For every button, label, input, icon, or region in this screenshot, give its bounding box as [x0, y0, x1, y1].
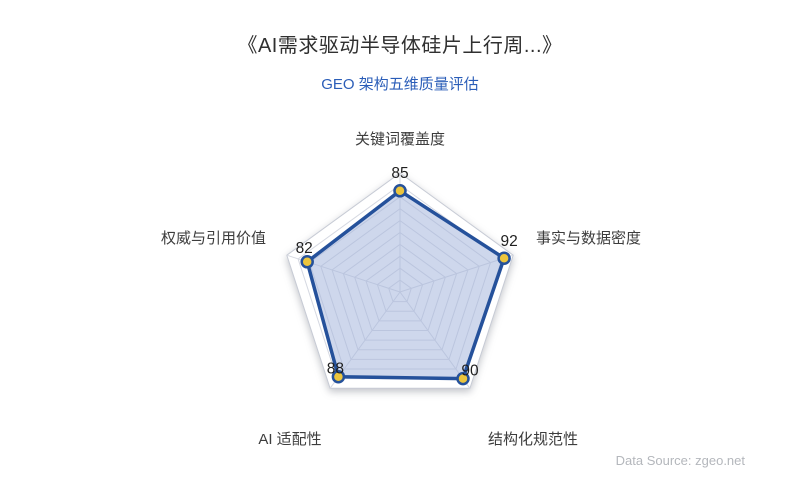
radar-axis-label: 事实与数据密度 — [536, 230, 641, 247]
radar-data-point — [497, 251, 511, 265]
radar-axis-label: 结构化规范性 — [488, 431, 578, 448]
radar-data-point — [300, 255, 314, 269]
radar-value-label: 82 — [296, 240, 313, 257]
chart-subtitle: GEO 架构五维质量评估 — [321, 76, 479, 93]
radar-value-label: 85 — [391, 165, 408, 182]
radar-data-point — [456, 371, 470, 386]
radar-axis-label: 关键词覆盖度 — [355, 131, 445, 148]
radar-axis-label: AI 适配性 — [258, 431, 321, 448]
radar-value-label: 90 — [461, 363, 479, 380]
radar-data-point — [393, 184, 407, 198]
radar-data-area — [305, 189, 506, 381]
radar-data-point — [331, 369, 346, 384]
radar-axis-label: 权威与引用价值 — [161, 230, 266, 247]
radar-value-label: 92 — [500, 233, 517, 250]
page-title: 《AI需求驱动半导体硅片上行周...》 — [237, 35, 563, 57]
radar-value-label: 88 — [327, 361, 344, 378]
data-source-label: Data Source: zgeo.net — [615, 453, 745, 468]
